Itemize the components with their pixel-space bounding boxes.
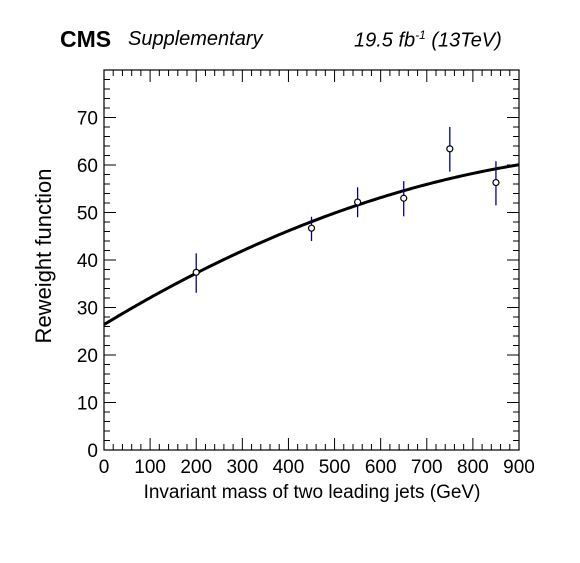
y-axis-label: Reweight function <box>31 168 56 344</box>
x-tick-label: 600 <box>365 457 397 478</box>
y-tick-label: 30 <box>77 299 98 320</box>
x-tick-label: 800 <box>457 457 489 478</box>
x-tick-label: 200 <box>180 457 212 478</box>
point-marker <box>400 194 408 202</box>
axis-ticks <box>103 69 520 451</box>
x-tick-label: 900 <box>503 457 535 478</box>
lumi-exponent: -1 <box>415 28 426 42</box>
y-tick-label: 50 <box>77 204 98 225</box>
x-tick-label: 0 <box>99 457 110 478</box>
y-tick-label: 0 <box>87 441 98 462</box>
data-point <box>492 161 500 206</box>
y-tick-label: 70 <box>77 109 98 130</box>
x-axis-label: Invariant mass of two leading jets (GeV) <box>143 482 481 503</box>
fit-curve <box>103 163 520 326</box>
point-marker <box>446 145 454 153</box>
lumi-value: 19.5 fb <box>354 29 416 52</box>
data-point <box>192 253 200 293</box>
x-tick-label: 100 <box>134 457 166 478</box>
point-marker <box>354 198 362 206</box>
experiment-label: CMS <box>60 26 112 52</box>
x-tick-label: 300 <box>226 457 258 478</box>
x-tick-label: 500 <box>319 457 351 478</box>
plot-frame <box>103 69 520 451</box>
point-marker <box>192 268 200 276</box>
data-point <box>400 181 408 217</box>
point-marker <box>307 224 316 232</box>
tick-labels: 0 100 200 300 400 500 600 700 800 900 0 10 20 30 40 50 6… <box>77 109 535 479</box>
y-tick-label: 20 <box>77 346 98 367</box>
data-point <box>307 216 316 241</box>
y-tick-label: 10 <box>77 394 98 415</box>
data-point <box>446 127 454 172</box>
x-tick-label: 400 <box>273 457 305 478</box>
lumi-energy: (13TeV) <box>425 29 502 52</box>
x-tick-label: 700 <box>411 457 443 478</box>
luminosity-label: 19.5 fb-1 (13TeV) <box>354 28 502 53</box>
y-tick-label: 60 <box>77 156 98 177</box>
point-marker <box>492 178 500 187</box>
y-tick-label: 40 <box>77 251 98 272</box>
data-point <box>354 187 362 218</box>
data-points <box>192 127 500 293</box>
supplementary-label: Supplementary <box>128 28 263 50</box>
